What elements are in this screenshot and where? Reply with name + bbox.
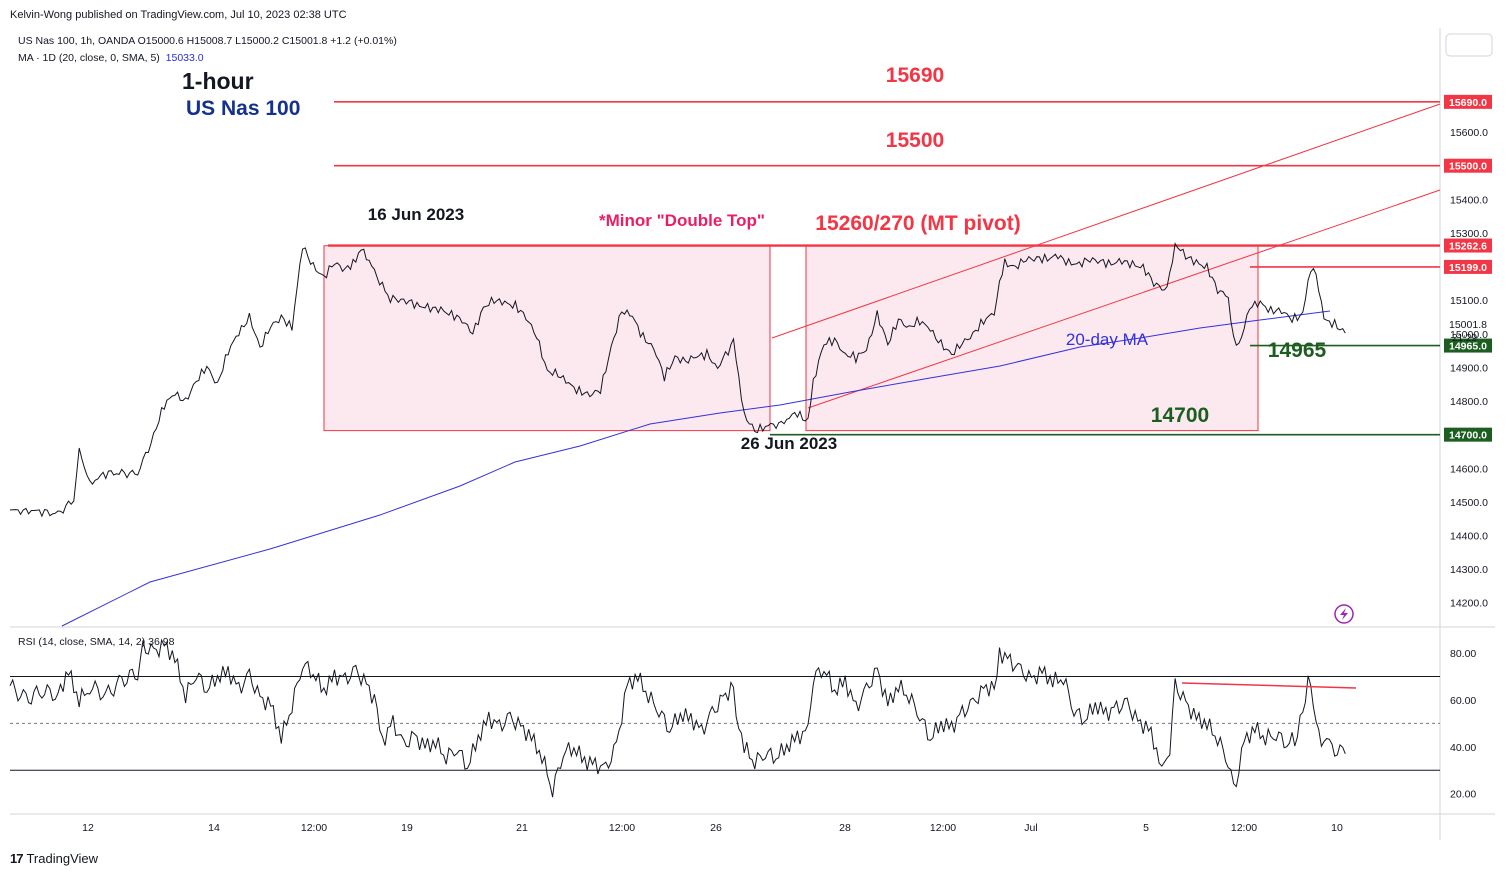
channel-upper-line (771, 103, 1441, 339)
price-badge-label: 15262.6 (1449, 241, 1487, 253)
price-badge-label: 14965.0 (1449, 341, 1487, 353)
current-price-label: 15001.8 (1449, 319, 1487, 331)
level-15690-label: 15690 (886, 64, 944, 87)
time-axis-tick: 12:00 (609, 822, 635, 834)
alert-lightning-icon (1334, 604, 1354, 624)
price-axis-tick: 14600.0 (1450, 463, 1488, 475)
time-axis-tick: 26 (710, 822, 722, 834)
date-top-label: 16 Jun 2023 (368, 205, 464, 224)
price-axis-tick: 14400.0 (1450, 531, 1488, 543)
scale-button (1445, 33, 1493, 57)
rsi-axis-tick: 60.00 (1450, 695, 1476, 707)
time-axis-tick: 5 (1143, 822, 1149, 834)
price-badge (1444, 94, 1492, 109)
timeframe-title: 1-hour (182, 68, 254, 94)
price-badge (1444, 259, 1492, 274)
footer-brand: TradingView (26, 851, 99, 866)
channel-lower-line (807, 189, 1441, 409)
price-badge-label: 15199.0 (1449, 262, 1487, 274)
price-badge-label: 14700.0 (1449, 430, 1487, 442)
time-axis-tick: 21 (516, 822, 528, 834)
price-axis-tick: 15100.0 (1450, 295, 1488, 307)
pivot-label: 15260/270 (MT pivot) (815, 212, 1020, 235)
countdown-label: 21:29 (1452, 333, 1477, 344)
double-top-box-right (805, 245, 1259, 432)
time-axis-tick: 12:00 (301, 822, 327, 834)
price-axis-tick: 14500.0 (1450, 497, 1488, 509)
symbol-legend: US Nas 100, 1h, OANDA O15000.6 H15008.7 … (18, 35, 397, 47)
price-axis-tick: 14900.0 (1450, 362, 1488, 374)
price-badge (1444, 427, 1492, 442)
publisher-caption: Kelvin-Wong published on TradingView.com… (10, 9, 347, 21)
lightning-glyph-icon (1340, 608, 1348, 620)
double-top-label: *Minor "Double Top" (599, 211, 765, 230)
footer: 17 TradingView (10, 851, 98, 866)
time-axis-tick: 12 (82, 822, 94, 834)
time-axis-tick: 28 (839, 822, 851, 834)
ma-label: 20-day MA (1066, 330, 1149, 349)
ma-20day-line (61, 310, 1331, 627)
time-axis-tick: 10 (1331, 822, 1343, 834)
ma-legend-value: 15033.0 (165, 52, 204, 64)
rsi-axis-tick: 20.00 (1450, 789, 1476, 801)
price-series (9, 242, 1346, 518)
price-axis-tick: 14200.0 (1450, 598, 1488, 610)
time-axis-tick: 14 (208, 822, 220, 834)
price-axis-tick: 14800.0 (1450, 396, 1488, 408)
price-axis-tick: 14300.0 (1450, 564, 1488, 576)
date-bottom-label: 26 Jun 2023 (741, 434, 837, 453)
price-badge (1444, 158, 1492, 173)
time-axis-tick: Jul (1024, 822, 1037, 834)
time-axis-tick: 19 (401, 822, 413, 834)
price-badge (1444, 338, 1492, 353)
price-badge-label: 15500.0 (1449, 161, 1487, 173)
price-badge-label: 15690.0 (1449, 97, 1487, 109)
rsi-axis-tick: 40.00 (1450, 742, 1476, 754)
time-axis-tick: 12:00 (930, 822, 956, 834)
price-axis-tick: 15300.0 (1450, 228, 1488, 240)
level-15500-label: 15500 (886, 129, 944, 152)
price-axis-tick: 15600.0 (1450, 127, 1488, 139)
rsi-divergence-line (1181, 682, 1357, 689)
ma-legend: MA · 1D (20, close, 0, SMA, 5) 15033.0 (18, 52, 204, 64)
double-top-box-left (323, 245, 771, 432)
rsi-axis-tick: 80.00 (1450, 648, 1476, 660)
ma-legend-label: MA · 1D (20, close, 0, SMA, 5) (18, 52, 160, 64)
support-14700-label: 14700 (1151, 404, 1209, 427)
price-axis-tick: 15000.0 (1450, 329, 1488, 341)
rsi-series (9, 638, 1346, 798)
time-axis-tick: 12:00 (1231, 822, 1257, 834)
support-14965-label: 14965 (1268, 339, 1327, 362)
tradingview-logo-icon: 17 (10, 851, 24, 866)
price-badge (1444, 238, 1492, 253)
rsi-legend: RSI (14, close, SMA, 14, 2) 36.98 (18, 636, 175, 648)
price-axis-tick: 15400.0 (1450, 194, 1488, 206)
symbol-title: US Nas 100 (186, 97, 301, 120)
